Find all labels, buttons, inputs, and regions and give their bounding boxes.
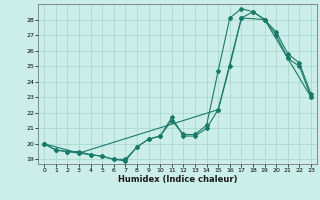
X-axis label: Humidex (Indice chaleur): Humidex (Indice chaleur) [118,175,237,184]
